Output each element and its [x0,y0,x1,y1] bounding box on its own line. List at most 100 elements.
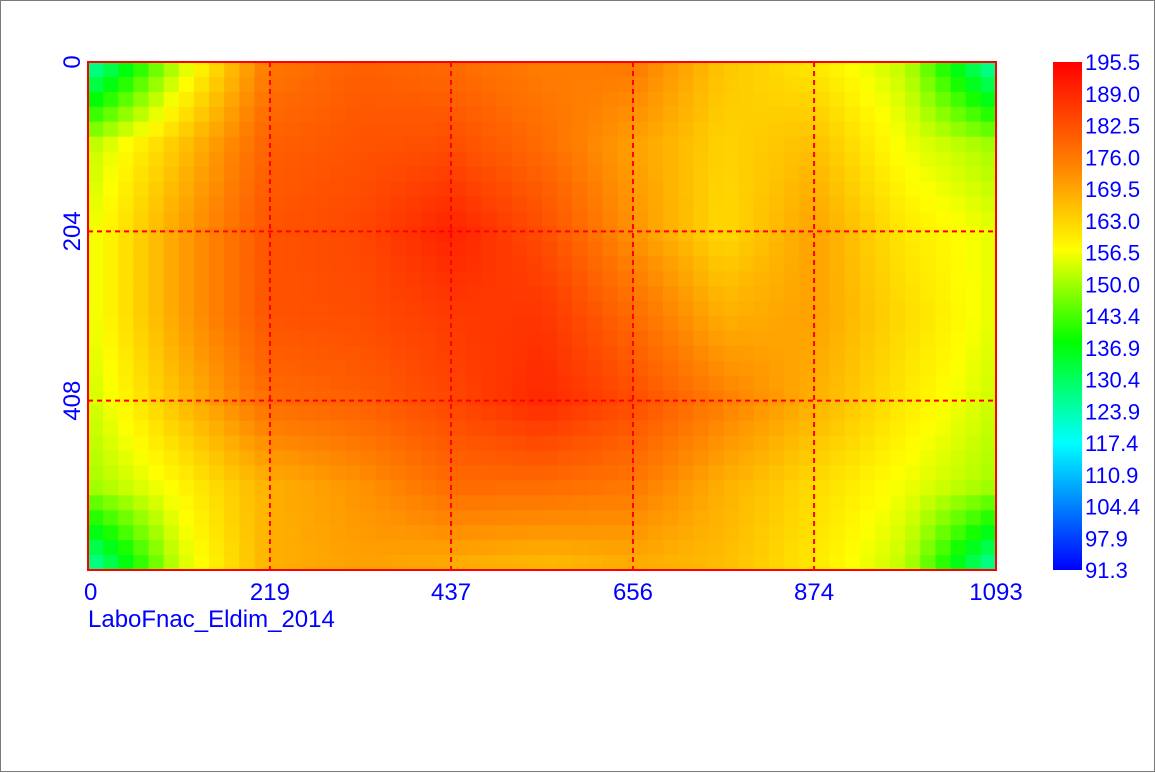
heatmap-cell [133,62,150,78]
heatmap-cell [784,480,800,496]
heatmap-cell [193,76,210,93]
heatmap-cell [920,62,937,78]
heatmap-cell [103,495,119,511]
heatmap-cell [360,151,377,168]
heatmap-cell [360,450,377,467]
heatmap-cell [133,151,150,168]
heatmap-cell [88,420,104,437]
heatmap-cell [965,271,982,287]
heatmap-cell [103,241,119,257]
heatmap-cell [88,540,104,556]
heatmap-cell [814,555,831,571]
heatmap-cell [723,390,740,407]
heatmap-cell [209,405,225,422]
heatmap-cell [753,286,770,302]
heatmap-cell [708,211,725,227]
heatmap-cell [330,316,346,332]
heatmap-cell [632,390,649,407]
heatmap-cell [844,226,861,242]
heatmap-cell [557,241,573,257]
heatmap-cell [905,151,921,168]
heatmap-cell [935,420,952,437]
heatmap-cell [390,555,407,571]
heatmap-cell [103,301,119,317]
heatmap-cell [481,91,498,108]
heatmap-cell [163,465,180,481]
heatmap-cell [587,465,604,481]
heatmap-cell [753,405,770,422]
heatmap-cell [859,420,876,437]
heatmap-cell [330,106,346,123]
heatmap-cell [315,286,331,302]
heatmap-cell [209,151,225,168]
heatmap-cell [542,316,558,332]
heatmap-cell [466,540,483,556]
heatmap-cell [829,330,846,347]
heatmap-cell [148,286,165,302]
heatmap-cell [935,345,952,362]
grid-lines [88,62,996,570]
heatmap-cell [436,465,452,481]
heatmap-cell [118,196,134,213]
heatmap-cell [526,525,543,541]
heatmap-cell [209,480,225,496]
heatmap-cell [496,555,513,571]
heatmap-cell [390,91,407,108]
heatmap-cell [829,301,846,317]
heatmap-cell [935,405,952,422]
heatmap-cell [542,435,558,452]
heatmap-cell [844,196,861,213]
heatmap-cell [239,91,256,108]
heatmap-cell [965,151,982,168]
heatmap-cell [784,136,800,153]
heatmap-cell [178,136,195,153]
heatmap-cell [678,136,694,153]
heatmap-cell [920,196,937,213]
heatmap-cell [874,241,891,257]
heatmap-cell [814,91,831,108]
heatmap-cell [163,106,180,123]
heatmap-cell [920,181,937,198]
heatmap-cell [769,540,785,556]
heatmap-cell [965,316,982,332]
heatmap-cell [617,62,634,78]
heatmap-cell [647,166,664,183]
heatmap-cell [466,465,483,481]
heatmap-cell [481,76,498,93]
heatmap-cell [829,480,846,496]
heatmap-cell [526,91,543,108]
heatmap-cell [980,390,997,407]
heatmap-cell [738,151,755,168]
heatmap-cell [663,345,679,362]
heatmap-cell [420,495,437,511]
heatmap-cell [390,525,407,541]
heatmap-cell [557,420,573,437]
heatmap-cell [360,375,377,392]
heatmap-cell [920,301,937,317]
heatmap-cell [738,181,755,198]
heatmap-cell [88,525,104,541]
heatmap-cell [511,91,528,108]
heatmap-cell [436,271,452,287]
heatmap-cell [178,375,195,392]
heatmap-cell [814,76,831,93]
heatmap-cell [890,271,906,287]
heatmap-cell [511,555,528,571]
heatmap-cell [375,555,392,571]
heatmap-cell [890,226,906,242]
heatmap-cell [148,136,165,153]
heatmap-cell [269,555,286,571]
heatmap-cell [118,480,134,496]
heatmap-cell [965,525,982,541]
heatmap-cell [950,465,967,481]
heatmap-cell [133,301,150,317]
heatmap-cell [254,375,271,392]
heatmap-cell [420,316,437,332]
heatmap-cell [799,136,815,153]
heatmap-cell [542,450,558,467]
heatmap-cell [178,316,195,332]
heatmap-cell [859,226,876,242]
heatmap-cell [723,91,740,108]
heatmap-cell [436,525,452,541]
heatmap-cell [375,121,392,138]
